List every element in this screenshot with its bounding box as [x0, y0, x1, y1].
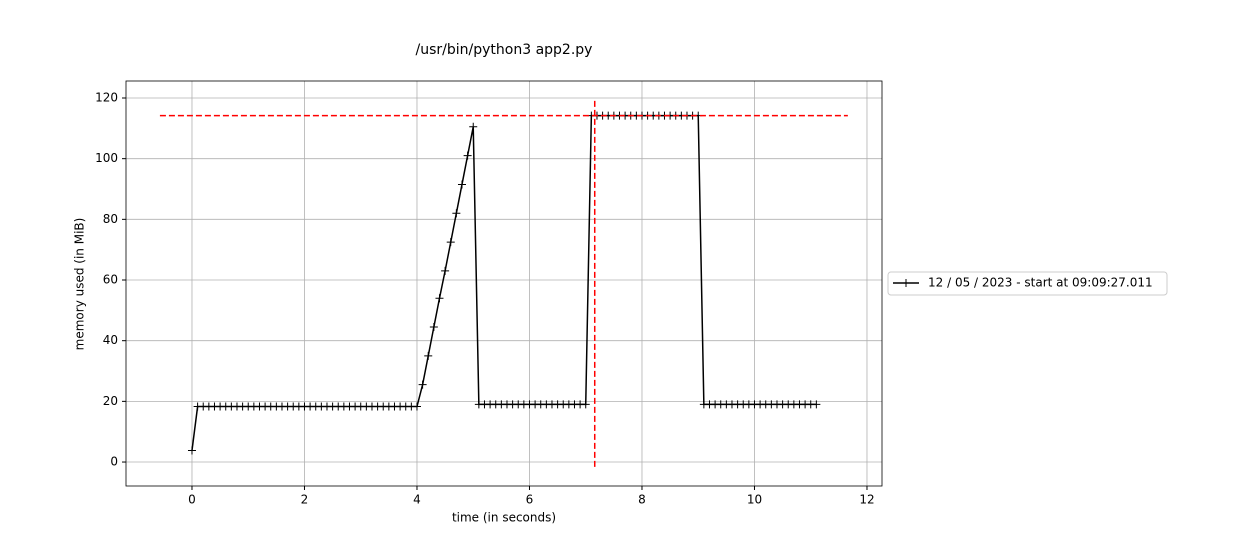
- y-tick-label: 0: [110, 455, 118, 469]
- point-marker: [463, 151, 472, 160]
- series-line: [191, 114, 817, 451]
- point-marker: [457, 180, 466, 189]
- x-axis-label: time (in seconds): [452, 511, 556, 525]
- point-marker: [446, 238, 455, 247]
- point-marker: [452, 209, 461, 218]
- y-tick-label: 120: [95, 90, 118, 104]
- legend-label: 12 / 05 / 2023 - start at 09:09:27.011: [928, 276, 1153, 290]
- y-axis-label: memory used (in MiB): [73, 218, 87, 351]
- point-marker: [418, 380, 427, 389]
- y-tick-label: 20: [103, 394, 118, 408]
- plot-frame: [125, 80, 883, 487]
- point-marker: [429, 323, 438, 332]
- legend-box: [887, 271, 1168, 296]
- y-tick-label: 100: [95, 151, 118, 165]
- x-tick-label: 0: [188, 493, 196, 507]
- point-marker: [812, 400, 821, 409]
- x-tick-label: 10: [747, 493, 762, 507]
- point-marker: [187, 446, 196, 455]
- x-tick-label: 4: [413, 493, 421, 507]
- legend-marker: [902, 279, 910, 287]
- point-marker: [441, 266, 450, 275]
- point-marker: [469, 122, 478, 131]
- x-tick-label: 12: [859, 493, 874, 507]
- x-tick-label: 8: [638, 493, 646, 507]
- chart-title: /usr/bin/python3 app2.py: [416, 42, 593, 58]
- x-tick-label: 6: [526, 493, 534, 507]
- y-tick-label: 60: [103, 273, 118, 287]
- point-marker: [435, 294, 444, 303]
- y-tick-label: 80: [103, 212, 118, 226]
- point-marker: [424, 351, 433, 360]
- y-tick-label: 40: [103, 333, 118, 347]
- point-marker: [581, 400, 590, 409]
- x-tick-label: 2: [301, 493, 309, 507]
- point-marker: [412, 402, 421, 411]
